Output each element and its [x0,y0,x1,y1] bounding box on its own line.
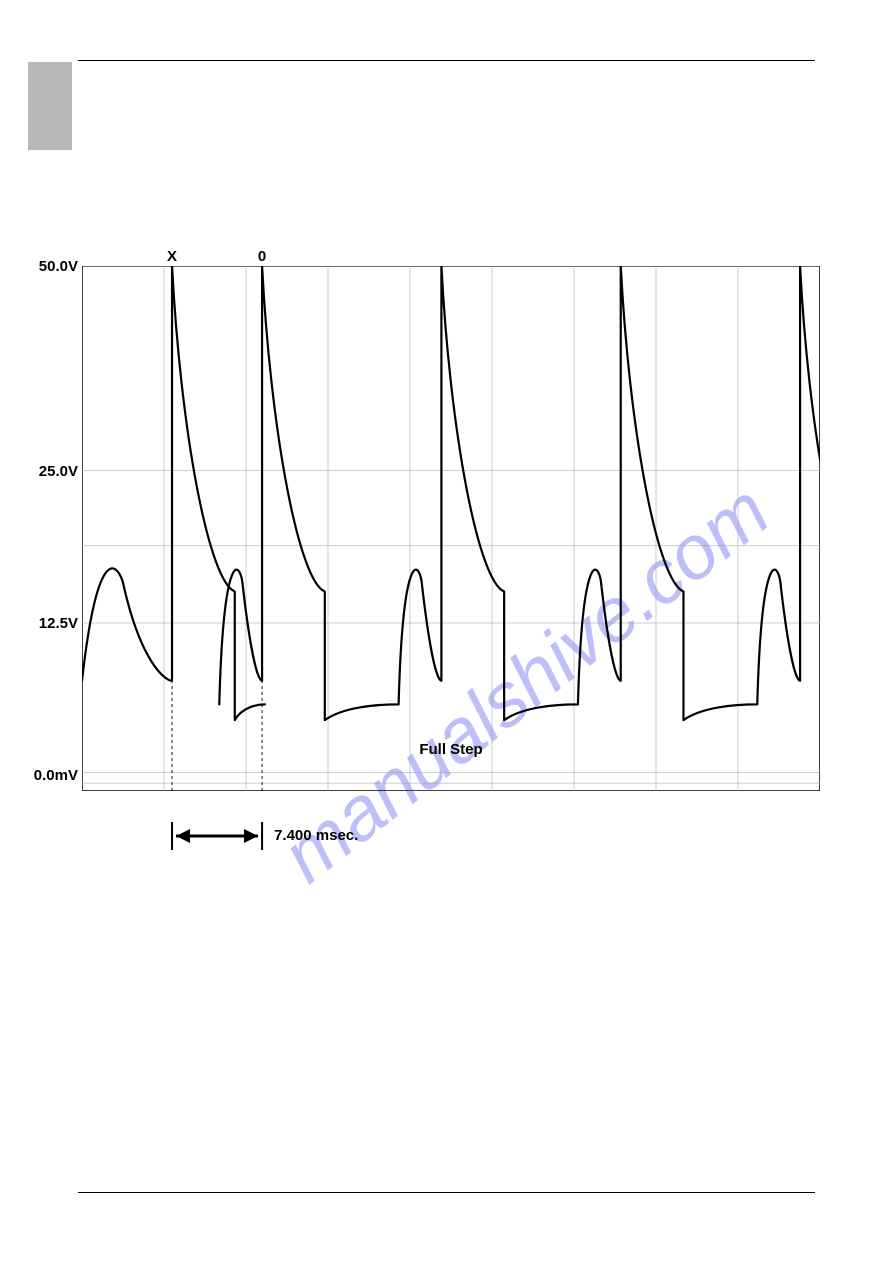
page-bottom-rule [78,1192,815,1193]
measure-arrow [82,822,820,882]
y-tick-label: 25.0V [22,463,78,480]
y-tick-label: 0.0mV [22,767,78,784]
top-marker-label: 0 [258,248,266,265]
step-mode-label: Full Step [419,741,482,758]
oscilloscope-chart: 50.0V25.0V12.5V0.0mV X0 Full Step 7.400 … [82,266,820,896]
measure-value: 7.400 msec. [274,827,358,844]
top-marker-label: X [167,248,177,265]
measurement-annotation: 7.400 msec. [82,822,820,882]
waveform-trace [82,266,820,791]
margin-tab [28,62,72,150]
y-tick-label: 12.5V [22,615,78,632]
page-top-rule [78,60,815,61]
y-tick-label: 50.0V [22,258,78,275]
